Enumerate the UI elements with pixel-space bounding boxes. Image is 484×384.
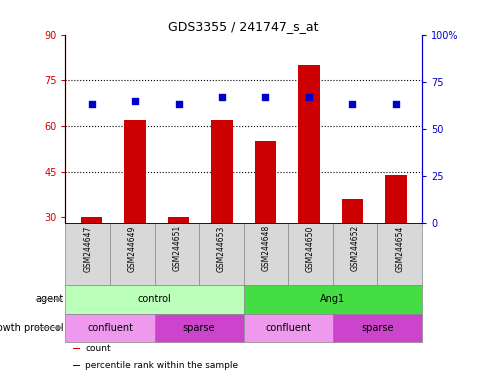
- Text: sparse: sparse: [361, 323, 393, 333]
- Text: GSM244648: GSM244648: [261, 225, 270, 271]
- Text: control: control: [137, 295, 171, 305]
- Text: percentile rank within the sample: percentile rank within the sample: [85, 361, 238, 370]
- Text: confluent: confluent: [265, 323, 311, 333]
- Bar: [167, 217, 189, 223]
- Bar: [243, 285, 421, 313]
- Bar: [110, 223, 154, 285]
- Text: GSM244651: GSM244651: [172, 225, 181, 271]
- Text: GSM244647: GSM244647: [83, 225, 92, 271]
- Bar: [243, 313, 332, 342]
- Bar: [298, 65, 319, 223]
- Point: [391, 101, 399, 108]
- Bar: [65, 223, 110, 285]
- Text: GSM244650: GSM244650: [305, 225, 315, 271]
- Bar: [211, 120, 232, 223]
- Bar: [341, 199, 363, 223]
- Bar: [377, 223, 421, 285]
- Text: count: count: [85, 344, 111, 353]
- Point: [261, 94, 269, 100]
- Bar: [65, 285, 243, 313]
- Point: [88, 101, 95, 108]
- Text: agent: agent: [35, 295, 63, 305]
- Point: [348, 101, 356, 108]
- Bar: [65, 313, 154, 342]
- Bar: [154, 223, 199, 285]
- Bar: [73, 365, 80, 366]
- Text: GSM244649: GSM244649: [128, 225, 136, 271]
- Bar: [73, 348, 80, 349]
- Title: GDS3355 / 241747_s_at: GDS3355 / 241747_s_at: [168, 20, 318, 33]
- Bar: [254, 141, 276, 223]
- Point: [131, 98, 138, 104]
- Bar: [332, 223, 377, 285]
- Text: GSM244654: GSM244654: [394, 225, 403, 271]
- Bar: [332, 313, 421, 342]
- Bar: [80, 217, 102, 223]
- Bar: [124, 120, 146, 223]
- Bar: [384, 175, 406, 223]
- Text: GSM244652: GSM244652: [350, 225, 359, 271]
- Text: Ang1: Ang1: [319, 295, 345, 305]
- Text: GSM244653: GSM244653: [216, 225, 226, 271]
- Bar: [287, 223, 332, 285]
- Bar: [154, 313, 243, 342]
- Text: sparse: sparse: [182, 323, 215, 333]
- Bar: [199, 223, 243, 285]
- Point: [218, 94, 226, 100]
- Point: [174, 101, 182, 108]
- Bar: [243, 223, 287, 285]
- Point: [304, 94, 312, 100]
- Text: confluent: confluent: [87, 323, 133, 333]
- Text: growth protocol: growth protocol: [0, 323, 63, 333]
